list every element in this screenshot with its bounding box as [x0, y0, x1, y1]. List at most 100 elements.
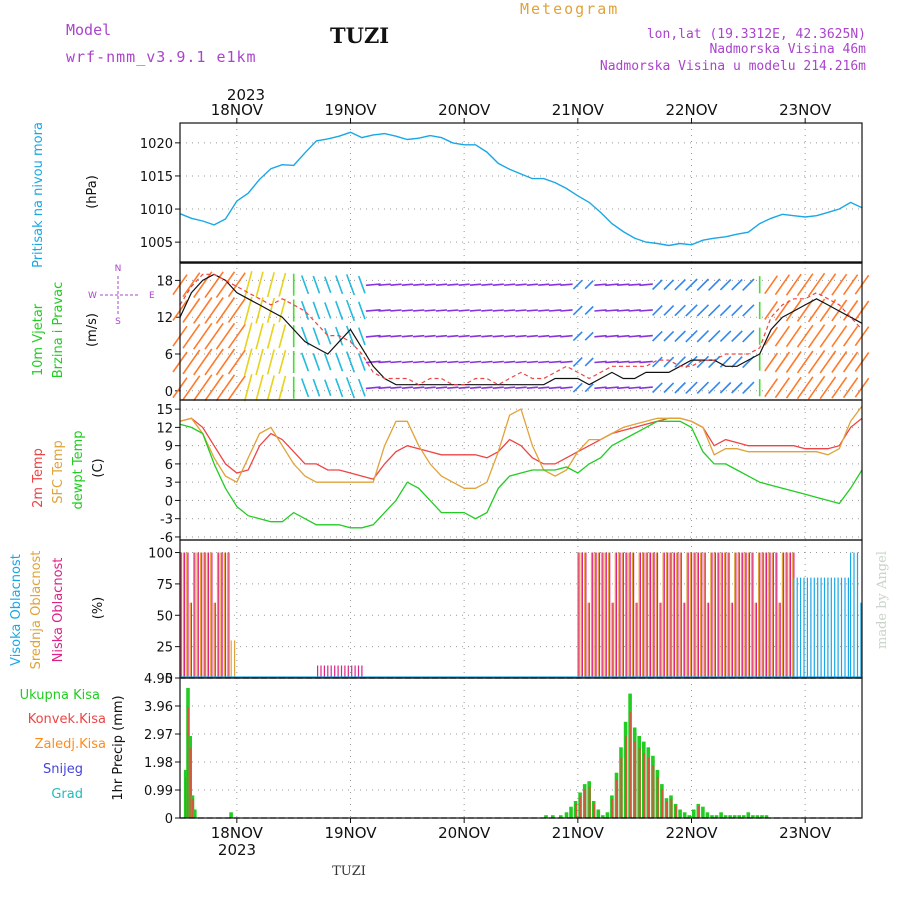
wind-unit: (m/s): [85, 313, 100, 347]
wind-arrow: [548, 283, 562, 286]
wind-arrow: [357, 353, 366, 371]
wind-arrow: [572, 279, 583, 290]
wind-arrow: [538, 283, 550, 286]
wind-arrow: [182, 323, 201, 349]
wind-arrow: [538, 334, 550, 338]
wind-arrow: [278, 298, 287, 323]
wind-arrow: [742, 330, 755, 343]
wind-arrow: [674, 304, 686, 317]
precip-bar-conv: [593, 803, 596, 818]
wind-arrow: [674, 381, 686, 394]
wind-arrow: [628, 309, 641, 312]
wind-arrow: [594, 386, 607, 390]
wind-arrow: [390, 283, 402, 286]
wind-ylabel-1: 10m Vjetar: [31, 303, 46, 376]
pressure-frame: [179, 122, 863, 263]
wind-arrow: [227, 349, 246, 375]
wind-arrow: [652, 305, 663, 316]
wind-arrow: [696, 330, 710, 343]
temp-data: [179, 405, 863, 529]
wind-arrow: [617, 386, 630, 390]
wind-arrow: [300, 352, 310, 372]
wind-arrow: [278, 349, 287, 375]
wind-arrow: [807, 375, 826, 400]
wind-arrow: [663, 382, 675, 394]
precip-bar-total: [678, 809, 682, 818]
wind-arrow: [182, 375, 201, 401]
wind-arrow: [572, 305, 583, 316]
wind-arrow: [413, 309, 425, 312]
precip-legend: Ukupna Kisa Konvek.Kisa Zaledj.Kisa Snij…: [20, 688, 106, 802]
wind-arrow: [504, 360, 516, 364]
wind-arrow: [785, 325, 802, 348]
bottom-day-labels: 18NOV 19NOV 20NOV 21NOV 22NOV 23NOV: [211, 824, 832, 842]
wind-arrow: [774, 351, 791, 373]
wind-arrow: [255, 323, 264, 350]
wind-arrow: [842, 274, 859, 296]
model-label: Model: [66, 21, 111, 39]
pressure-unit: (hPa): [85, 175, 100, 209]
wind-arrow: [785, 351, 802, 373]
wind-arrow: [390, 360, 402, 364]
wind-arrow: [605, 334, 619, 338]
wind-arrow: [560, 360, 573, 364]
legend-total: Ukupna Kisa: [20, 688, 100, 703]
meteogram-label: Meteogram: [520, 0, 619, 18]
wind-arrow: [538, 360, 550, 364]
wind-arrow: [492, 360, 504, 364]
precip-bar-conv: [584, 789, 587, 818]
precip-bar-total: [760, 815, 764, 818]
wind-arrow: [785, 376, 802, 399]
wind-arrow: [584, 383, 594, 393]
precip-tick-label: 0: [165, 812, 173, 827]
temp-tick-label: 3: [165, 476, 173, 491]
wind-arrow: [193, 374, 213, 402]
wind-arrow: [243, 373, 253, 402]
wind-arrow: [345, 377, 356, 399]
wind-arrow: [312, 378, 321, 397]
wind-arrow: [764, 326, 779, 346]
cloud-ylabel-1: Visoka Oblacnost: [9, 554, 24, 666]
wind-arrow: [243, 270, 253, 299]
wind-arrow: [204, 322, 224, 350]
wind-arrow: [515, 309, 527, 312]
wind-arrow: [182, 349, 201, 375]
precip-tick-label: 2.97: [144, 728, 173, 743]
wind-arrow: [515, 334, 527, 338]
coords-text: lon,lat (19.3312E, 42.3625N): [647, 27, 866, 42]
wind-arrow: [469, 386, 482, 389]
wind-arrow: [764, 275, 779, 295]
wind-arrow: [731, 381, 743, 394]
wind-arrow: [435, 334, 448, 338]
wind-arrow: [504, 386, 516, 389]
precip-bar-conv: [638, 748, 641, 818]
wind-arrow: [458, 309, 470, 312]
wind-arrow: [458, 386, 470, 389]
wind-arrow: [663, 330, 675, 342]
legend-frz: Zaledj.Kisa: [35, 737, 106, 752]
wind-arrow: [255, 271, 264, 298]
wind-tick-label: 18: [156, 274, 173, 289]
precip-bar-total: [596, 809, 601, 818]
wind-arrow: [628, 360, 641, 364]
wind-arrow: [774, 274, 791, 296]
precip-bar-total: [732, 815, 737, 818]
wind-arrow: [515, 360, 527, 364]
precip-bar-conv: [675, 806, 677, 818]
precip-bar-conv: [588, 786, 591, 818]
wind-arrow: [255, 297, 264, 324]
wind-arrow: [335, 352, 344, 372]
precip-bar-total: [705, 812, 710, 818]
cloud-tick-label: 25: [156, 641, 173, 656]
top-day-label: 19NOV: [324, 101, 377, 119]
wind-arrow: [182, 298, 201, 323]
precip-bar-total: [229, 812, 233, 818]
wind-arrow: [193, 271, 213, 299]
bottom-day-label: 19NOV: [324, 824, 377, 842]
wind-arrow: [504, 309, 516, 312]
wind-arrow: [204, 271, 224, 299]
wind-arrow: [255, 374, 264, 401]
wind-arrow: [324, 302, 332, 319]
wind-arrow: [764, 352, 779, 372]
wind-arrow: [215, 297, 236, 324]
